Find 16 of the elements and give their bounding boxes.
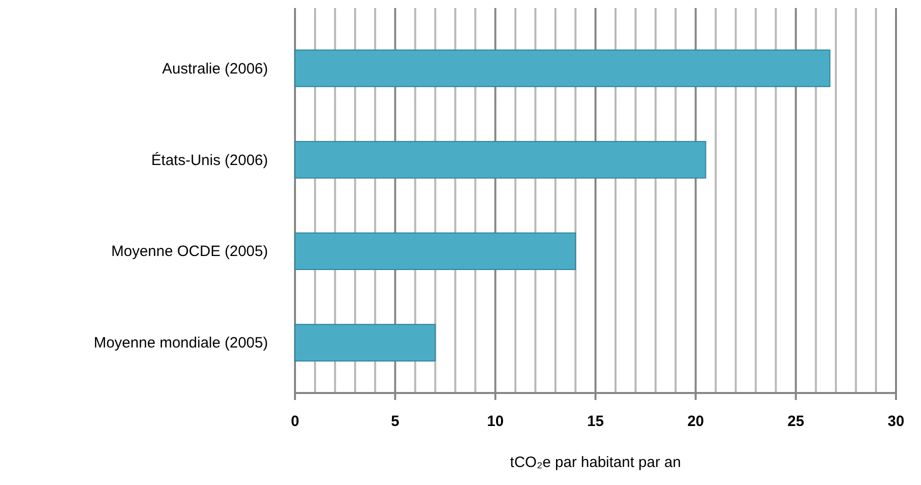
x-tick-label: 20 xyxy=(687,413,704,430)
bar xyxy=(294,232,576,270)
y-tick-label: Australie (2006) xyxy=(162,60,268,78)
x-tick-label: 15 xyxy=(587,413,604,430)
bar xyxy=(294,324,436,362)
x-tick-label: 5 xyxy=(390,413,400,430)
y-tick-label: Moyenne OCDE (2005) xyxy=(111,243,268,260)
bar xyxy=(294,50,830,88)
x-axis-title: tCO₂e par habitant par an xyxy=(510,454,681,471)
x-tick-label: 10 xyxy=(486,413,504,430)
x-tick-label: 30 xyxy=(888,413,904,430)
x-tick-label: 0 xyxy=(290,413,300,430)
y-tick-label: États-Unis (2006) xyxy=(151,150,268,169)
bar xyxy=(294,140,706,179)
x-tick-label: 25 xyxy=(787,413,804,430)
y-tick-label: Moyenne mondiale (2005) xyxy=(94,334,268,352)
